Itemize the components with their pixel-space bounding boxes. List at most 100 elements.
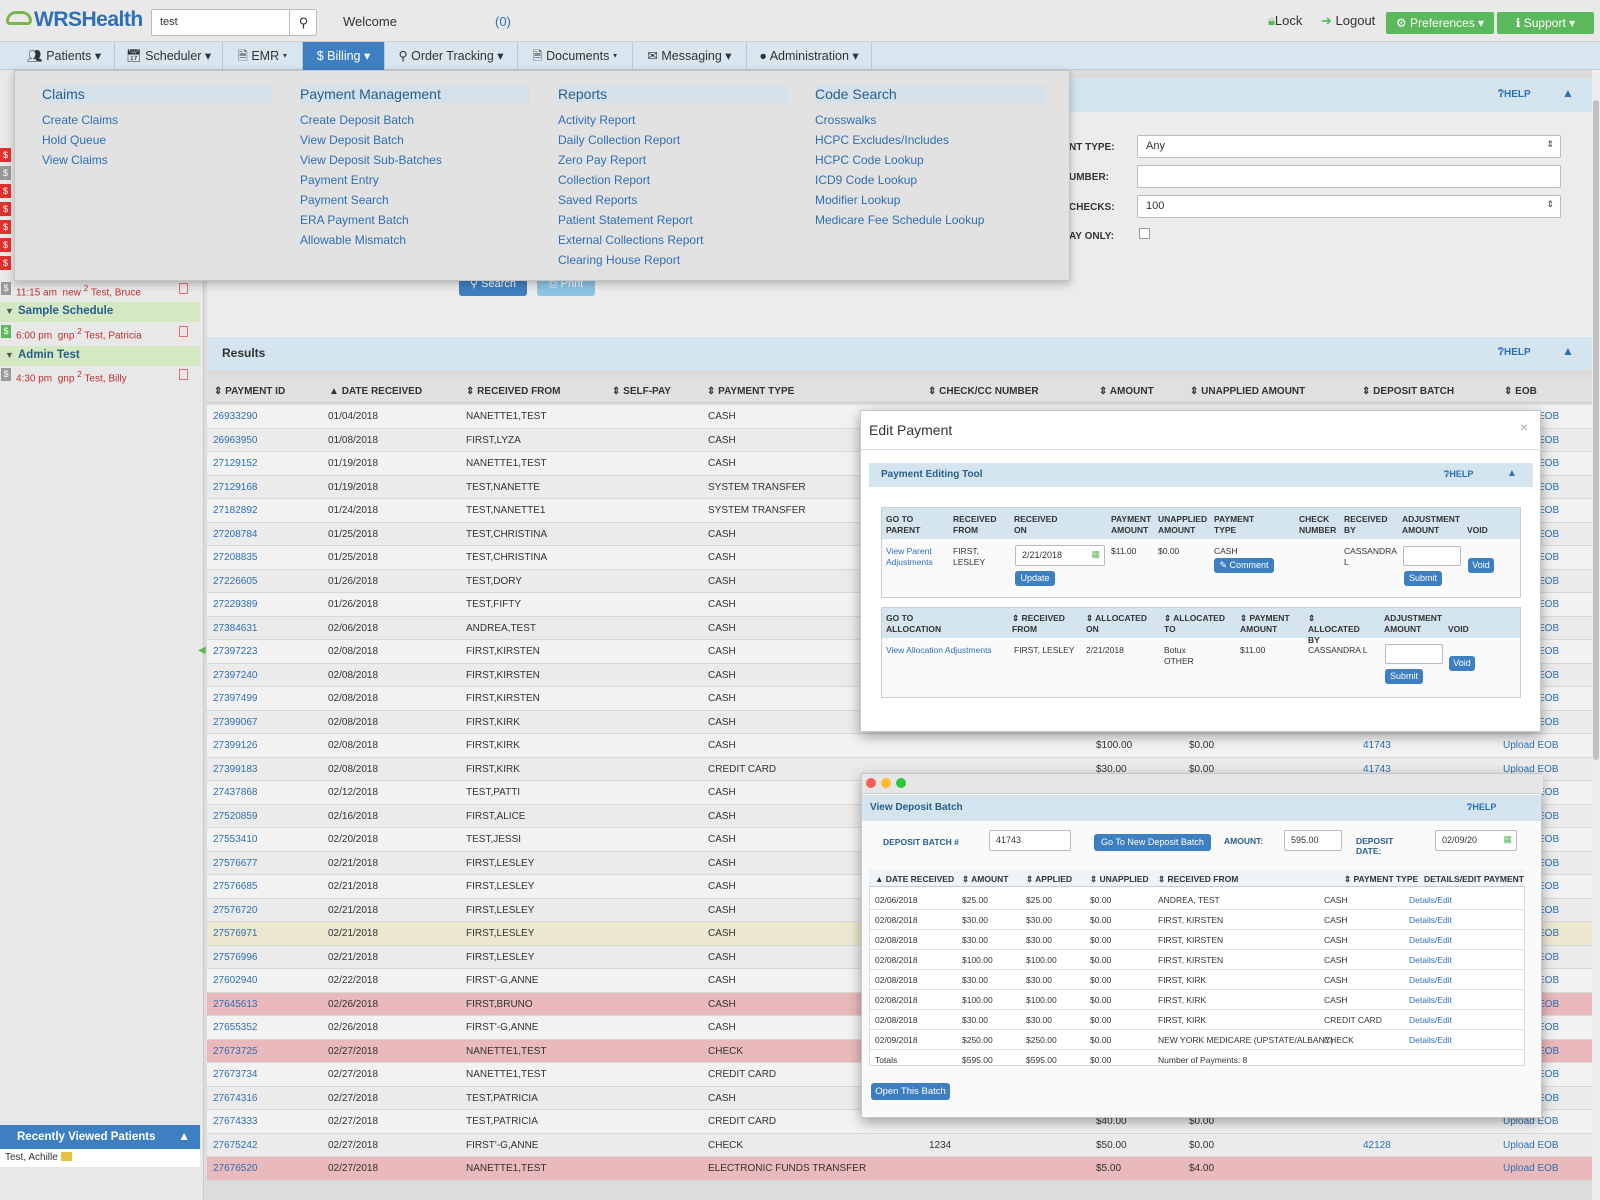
deposit-row[interactable]: 02/08/2018 $30.00 $30.00 $0.00 FIRST, KIRSTE… bbox=[869, 910, 1525, 930]
payment-id-link[interactable]: 27673725 bbox=[213, 1045, 258, 1057]
th-amount[interactable]: ⇕ AMOUNT bbox=[962, 874, 1009, 884]
menu-item-activity-report[interactable]: Activity Report bbox=[558, 113, 636, 127]
go-to-new-deposit-batch-button[interactable]: Go To New Deposit Batch bbox=[1094, 834, 1211, 851]
menu-item-modifier-lookup[interactable]: Modifier Lookup bbox=[815, 193, 901, 207]
details-edit-link[interactable]: Details/Edit bbox=[1409, 935, 1452, 945]
payment-id-link[interactable]: 27208835 bbox=[213, 552, 258, 563]
void-button[interactable]: Void bbox=[1449, 656, 1475, 671]
details-edit-link[interactable]: Details/Edit bbox=[1409, 1015, 1452, 1025]
col-received-from[interactable]: ⇕ RECEIVED FROM bbox=[466, 386, 561, 397]
view-parent-adjustments-link[interactable]: View Parent Adjustments bbox=[886, 546, 933, 567]
upload-eob-link[interactable]: EOB bbox=[1538, 575, 1560, 587]
payment-id-link[interactable]: 27576720 bbox=[213, 904, 258, 916]
col-amount[interactable]: ⇕ AMOUNT bbox=[1099, 386, 1154, 397]
upload-eob-link[interactable]: EOB bbox=[1538, 1045, 1560, 1057]
appointment-item[interactable]: $ 4:30 pm gnp 2 Test, Billy bbox=[0, 367, 200, 385]
col-eob[interactable]: ⇕ EOB bbox=[1504, 386, 1537, 397]
payment-id-link[interactable]: 27676520 bbox=[213, 1163, 258, 1174]
th-applied[interactable]: ⇕ APPLIED bbox=[1026, 874, 1073, 884]
deposit-row[interactable]: 02/08/2018 $30.00 $30.00 $0.00 FIRST, KIRSTE… bbox=[869, 930, 1525, 950]
payment-id-link[interactable]: 27576971 bbox=[213, 928, 258, 939]
menu-item-crosswalks[interactable]: Crosswalks bbox=[815, 113, 877, 127]
help-link[interactable]: ❔︎HELP bbox=[1498, 89, 1531, 100]
upload-eob-link[interactable]: EOB bbox=[1538, 810, 1560, 822]
window-minimize-icon[interactable] bbox=[881, 778, 891, 788]
upload-eob-link[interactable]: EOB bbox=[1538, 481, 1560, 493]
table-row[interactable]: 27399126 02/08/2018 FIRST,KIRK CASH $100.00 $… bbox=[207, 734, 1592, 758]
col-self-pay[interactable]: ⇕ SELF-PAY bbox=[612, 386, 671, 397]
menu-item-hold-queue[interactable]: Hold Queue bbox=[42, 133, 107, 147]
payment-id-link[interactable]: 27675242 bbox=[213, 1139, 258, 1151]
payment-id-link[interactable]: 27645613 bbox=[213, 998, 258, 1010]
help-link[interactable]: ❔︎HELP bbox=[1467, 802, 1497, 812]
details-edit-link[interactable]: Details/Edit bbox=[1409, 975, 1452, 985]
payment-id-link[interactable]: 27129168 bbox=[213, 481, 258, 493]
note-icon[interactable] bbox=[179, 283, 188, 294]
upload-eob-link[interactable]: EOB bbox=[1538, 1069, 1560, 1080]
open-this-batch-button[interactable]: Open This Batch bbox=[871, 1083, 950, 1100]
upload-eob-link[interactable]: EOB bbox=[1538, 787, 1560, 798]
upload-eob-link[interactable]: Upload EOB bbox=[1503, 763, 1559, 775]
note-icon[interactable] bbox=[179, 369, 188, 380]
payment-id-link[interactable]: 27129152 bbox=[213, 458, 258, 469]
menu-item-view-claims[interactable]: View Claims bbox=[42, 153, 108, 167]
deposit-batch-link[interactable]: 41743 bbox=[1363, 763, 1391, 775]
payment-id-link[interactable]: 27520859 bbox=[213, 810, 258, 822]
number-input[interactable] bbox=[1137, 165, 1561, 188]
deposit-date-input[interactable]: 02/09/20 ▦ bbox=[1435, 830, 1517, 851]
menu-item-clearing-house-report[interactable]: Clearing House Report bbox=[558, 253, 681, 267]
th-unapplied[interactable]: ⇕ UNAPPLIED bbox=[1090, 874, 1149, 884]
details-edit-link[interactable]: Details/Edit bbox=[1409, 955, 1452, 965]
details-edit-link[interactable]: Details/Edit bbox=[1409, 1035, 1452, 1045]
view-allocation-adjustments-link[interactable]: View Allocation Adjustments bbox=[886, 645, 992, 655]
upload-eob-link[interactable]: EOB bbox=[1538, 904, 1560, 916]
deposit-batch-link[interactable]: 41743 bbox=[1363, 740, 1391, 751]
window-close-icon[interactable] bbox=[866, 778, 876, 788]
upload-eob-link[interactable]: EOB bbox=[1538, 669, 1560, 681]
scrollbar-thumb[interactable] bbox=[1593, 100, 1599, 760]
recently-viewed-header[interactable]: Recently Viewed Patients ▲ bbox=[0, 1125, 200, 1149]
nav-scheduler[interactable]: 📅︎ Scheduler ▾ bbox=[115, 42, 223, 70]
submit-button[interactable]: Submit bbox=[1404, 571, 1442, 586]
checks-select[interactable]: 100 ⇕ bbox=[1137, 195, 1561, 218]
upload-eob-link[interactable]: EOB bbox=[1538, 622, 1560, 634]
menu-item-saved-reports[interactable]: Saved Reports bbox=[558, 193, 638, 207]
payment-id-link[interactable]: 27399126 bbox=[213, 740, 258, 751]
payment-id-link[interactable]: 27397223 bbox=[213, 646, 258, 657]
window-maximize-icon[interactable] bbox=[896, 778, 906, 788]
deposit-row[interactable]: 02/08/2018 $30.00 $30.00 $0.00 FIRST, KIRK CA… bbox=[869, 970, 1525, 990]
adjustment-amount-input[interactable] bbox=[1385, 644, 1443, 664]
calendar-icon[interactable]: ▦ bbox=[1503, 834, 1512, 844]
menu-item-payment-search[interactable]: Payment Search bbox=[300, 193, 389, 207]
close-icon[interactable]: × bbox=[1519, 419, 1528, 435]
menu-item-patient-statement-report[interactable]: Patient Statement Report bbox=[558, 213, 693, 227]
update-button[interactable]: Update bbox=[1015, 571, 1055, 586]
details-edit-link[interactable]: Details/Edit bbox=[1409, 915, 1452, 925]
payment-id-link[interactable]: 27437868 bbox=[213, 787, 258, 798]
upload-eob-link[interactable]: EOB bbox=[1538, 975, 1560, 986]
menu-item-medicare-fee-schedule-lookup[interactable]: Medicare Fee Schedule Lookup bbox=[815, 213, 985, 227]
menu-item-era-payment-batch[interactable]: ERA Payment Batch bbox=[300, 213, 409, 227]
payment-id-link[interactable]: 27553410 bbox=[213, 834, 258, 845]
nav-documents[interactable]: 🗎︎ Documents ▾ bbox=[518, 42, 633, 70]
upload-eob-link[interactable]: Upload EOB bbox=[1503, 1139, 1559, 1151]
th-payment-type[interactable]: ⇕ PAYMENT TYPE bbox=[1344, 874, 1419, 884]
wrshealth-logo[interactable]: WRSHealth bbox=[6, 8, 143, 32]
payment-id-link[interactable]: 27655352 bbox=[213, 1022, 258, 1033]
payment-id-link[interactable]: 27674333 bbox=[213, 1116, 258, 1127]
upload-eob-link[interactable]: EOB bbox=[1538, 1022, 1560, 1033]
appointment-item[interactable]: $ 11:15 am new 2 Test, Bruce bbox=[0, 281, 200, 299]
menu-item-zero-pay-report[interactable]: Zero Pay Report bbox=[558, 153, 647, 167]
collapse-sidebar-icon[interactable]: ◀ bbox=[198, 645, 206, 656]
payment-id-link[interactable]: 27399067 bbox=[213, 716, 258, 728]
note-icon[interactable] bbox=[179, 326, 188, 337]
col-unapplied-amount[interactable]: ⇕ UNAPPLIED AMOUNT bbox=[1190, 386, 1306, 397]
menu-item-create-claims[interactable]: Create Claims bbox=[42, 113, 119, 127]
menu-item-daily-collection-report[interactable]: Daily Collection Report bbox=[558, 133, 681, 147]
col-payment-id[interactable]: ⇕ PAYMENT ID bbox=[214, 386, 286, 397]
table-row[interactable]: 27675242 02/27/2018 FIRST'-G,ANNE CHECK 1234… bbox=[207, 1133, 1592, 1157]
details-edit-link[interactable]: Details/Edit bbox=[1409, 895, 1452, 905]
payment-id-link[interactable]: 27602940 bbox=[213, 975, 258, 986]
menu-item-hcpc-excludes-includes[interactable]: HCPC Excludes/Includes bbox=[815, 133, 950, 147]
upload-eob-link[interactable]: EOB bbox=[1538, 411, 1560, 422]
